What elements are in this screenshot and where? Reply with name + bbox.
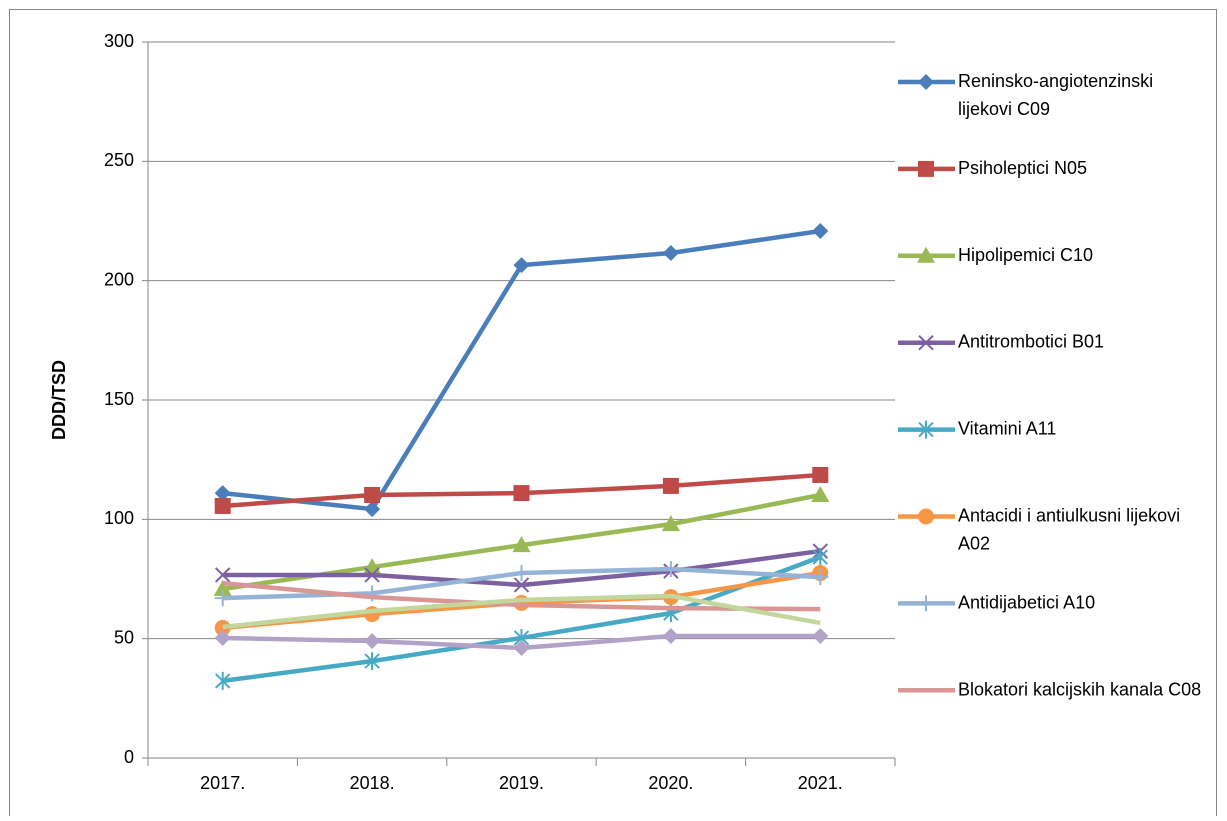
- marker: [812, 628, 829, 645]
- series-line: [222, 580, 821, 612]
- series: [222, 593, 821, 630]
- legend-line: Antitrombotici B01: [958, 331, 1104, 351]
- x-tick-label: 2017.: [200, 773, 245, 793]
- x-tick-label: 2021.: [798, 773, 843, 793]
- series: [222, 580, 821, 612]
- marker: [214, 590, 231, 607]
- marker: [918, 595, 934, 612]
- marker: [364, 567, 380, 583]
- marker: [812, 548, 829, 567]
- legend-line: A02: [958, 533, 990, 553]
- legend-label: Reninsko-angiotenzinski lijekovi C09: [958, 71, 1153, 119]
- marker: [364, 633, 381, 650]
- series-line: [222, 593, 821, 630]
- marker: [662, 628, 679, 645]
- marker: [812, 466, 829, 483]
- y-tick-label: 200: [104, 269, 134, 289]
- marker: [811, 485, 830, 502]
- marker: [512, 536, 531, 553]
- legend-label: Antitrombotici B01: [958, 331, 1104, 351]
- marker: [364, 501, 381, 518]
- legend-line: Antidijabetici A10: [958, 592, 1095, 612]
- legend-label: Antidijabetici A10: [958, 592, 1095, 612]
- y-tick-label: 50: [114, 627, 134, 647]
- marker: [214, 567, 231, 583]
- marker: [513, 577, 530, 593]
- marker: [662, 244, 679, 261]
- legend-line: Psiholeptici N05: [958, 158, 1087, 178]
- series: [214, 466, 829, 514]
- chart-border: [9, 9, 1217, 821]
- marker: [214, 485, 231, 502]
- marker: [917, 246, 935, 263]
- y-tick-label: 300: [104, 31, 134, 51]
- marker: [513, 639, 530, 656]
- marker: [918, 420, 934, 439]
- marker: [364, 652, 380, 671]
- legend-line: Vitamini A11: [958, 418, 1056, 438]
- legend-line: lijekovi C09: [958, 99, 1050, 119]
- y-axis-label: DDD/TSD: [49, 360, 69, 440]
- marker: [918, 508, 934, 525]
- marker: [214, 629, 231, 646]
- marker: [214, 671, 231, 690]
- y-tick-label: 250: [104, 150, 134, 170]
- legend-line: Blokatori kalcijskih kanala C08: [958, 679, 1201, 699]
- marker: [513, 485, 530, 502]
- marker: [661, 515, 680, 532]
- x-tick-label: 2018.: [350, 773, 395, 793]
- series: [214, 628, 829, 656]
- x-tick-label: 2020.: [648, 773, 693, 793]
- marker: [662, 477, 679, 494]
- marker: [662, 560, 679, 577]
- legend-label: Blokatori kalcijskih kanala C08: [958, 679, 1201, 699]
- series: [214, 560, 829, 607]
- legend-line: Hipolipemici C10: [958, 245, 1093, 265]
- marker: [364, 486, 381, 503]
- marker: [213, 580, 232, 597]
- legend-label: Hipolipemici C10: [958, 245, 1093, 265]
- y-tick-label: 150: [104, 389, 134, 409]
- legend-line: Antacidi i antiulkusni lijekovi: [958, 505, 1180, 525]
- y-tick-label: 100: [104, 508, 134, 528]
- marker: [918, 160, 934, 177]
- legend-label: Vitamini A11: [958, 418, 1056, 438]
- marker: [214, 619, 231, 636]
- x-tick-label: 2019.: [499, 773, 544, 793]
- series: [214, 223, 829, 518]
- marker: [513, 257, 530, 274]
- marker: [812, 223, 829, 240]
- marker: [513, 565, 530, 582]
- marker: [214, 497, 231, 514]
- y-tick-label: 0: [124, 747, 134, 767]
- marker: [812, 569, 829, 586]
- legend-label: Antacidi i antiulkusni lijekovi A02: [958, 505, 1180, 553]
- marker: [918, 74, 934, 90]
- marker: [918, 334, 934, 351]
- legend-label: Psiholeptici N05: [958, 158, 1087, 178]
- series: [214, 548, 829, 690]
- legend-line: Reninsko-angiotenzinski: [958, 71, 1153, 91]
